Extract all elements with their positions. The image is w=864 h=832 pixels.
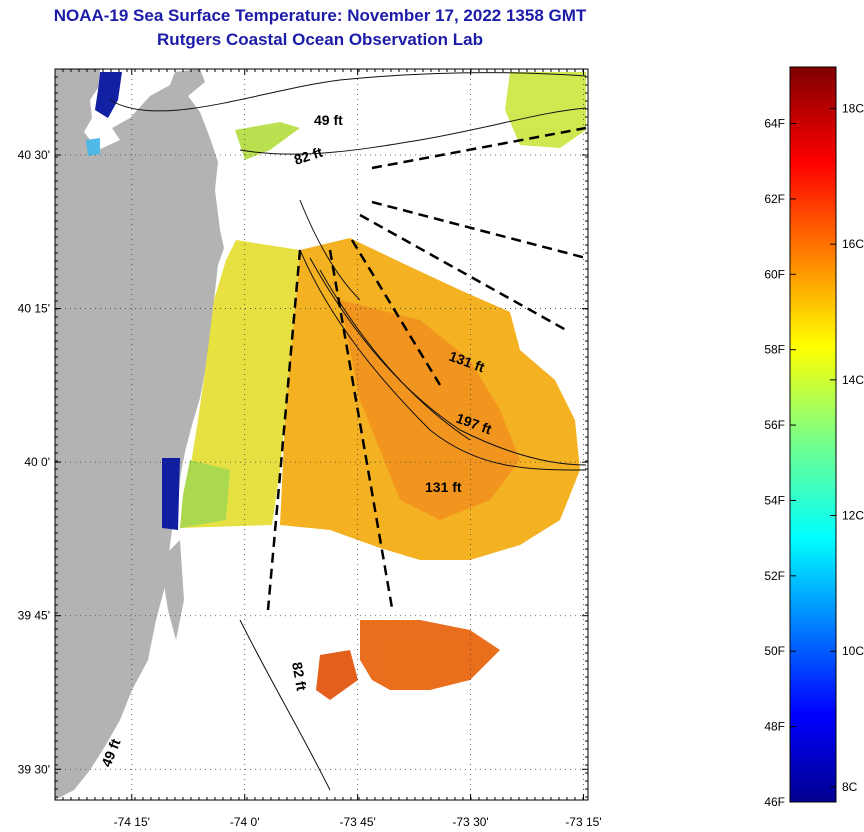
isobath-contours — [109, 72, 587, 791]
cb-f-58: 58F — [764, 343, 785, 357]
cb-f-56: 56F — [764, 418, 785, 432]
axis-labels: 40 30' 40 15' 40 0' 39 45' 39 30' -74 15… — [18, 148, 602, 829]
cb-f-60: 60F — [764, 267, 785, 281]
map-subtitle: Rutgers Coastal Ocean Observation Lab — [157, 30, 483, 49]
cb-f-48: 48F — [764, 720, 785, 734]
colorbar: 64F 62F 60F 58F 56F 54F 52F 50F 48F 46F … — [764, 66, 864, 809]
land-peninsula — [160, 540, 184, 640]
cb-c-16: 16C — [842, 237, 864, 251]
cb-c-18: 18C — [842, 101, 864, 115]
cb-f-50: 50F — [764, 644, 785, 658]
cb-c-14: 14C — [842, 373, 864, 387]
cb-f-54: 54F — [764, 493, 785, 507]
lat-label-39-30: 39 30' — [18, 762, 50, 776]
cb-c-10: 10C — [842, 644, 864, 658]
sst-field — [86, 72, 586, 700]
map-title: NOAA-19 Sea Surface Temperature: Novembe… — [53, 6, 587, 25]
cb-f-52: 52F — [764, 569, 785, 583]
lon-label-73-30: -73 30' — [452, 815, 488, 829]
isobath-label-49ft-north: 49 ft — [314, 112, 343, 128]
lon-label-74-15: -74 15' — [114, 815, 150, 829]
cb-c-12: 12C — [842, 509, 864, 523]
lon-label-73-45: -73 45' — [339, 815, 375, 829]
cb-c-8: 8C — [842, 780, 858, 794]
map-grid — [55, 69, 588, 800]
shipping-lanes — [266, 126, 587, 611]
sst-map: 49 ft 82 ft 131 ft 197 ft 131 ft 82 ft 4… — [54, 68, 589, 801]
cb-f-62: 62F — [764, 192, 785, 206]
isobath-label-82ft-south: 82 ft — [289, 661, 310, 692]
lat-label-39-45: 39 45' — [18, 609, 50, 623]
axis-ticks — [54, 68, 588, 800]
lon-label-73-15: -73 15' — [565, 815, 601, 829]
cb-f-46: 46F — [764, 795, 785, 809]
lat-label-40-15: 40 15' — [18, 302, 50, 316]
cb-f-64: 64F — [764, 117, 785, 131]
lat-label-40-0: 40 0' — [24, 455, 50, 469]
isobath-label-131ft-lower: 131 ft — [425, 479, 462, 495]
colorbar-gradient — [789, 66, 837, 803]
lat-label-40-30: 40 30' — [18, 148, 50, 162]
lon-label-74-0: -74 0' — [230, 815, 260, 829]
land-mass — [55, 69, 224, 800]
